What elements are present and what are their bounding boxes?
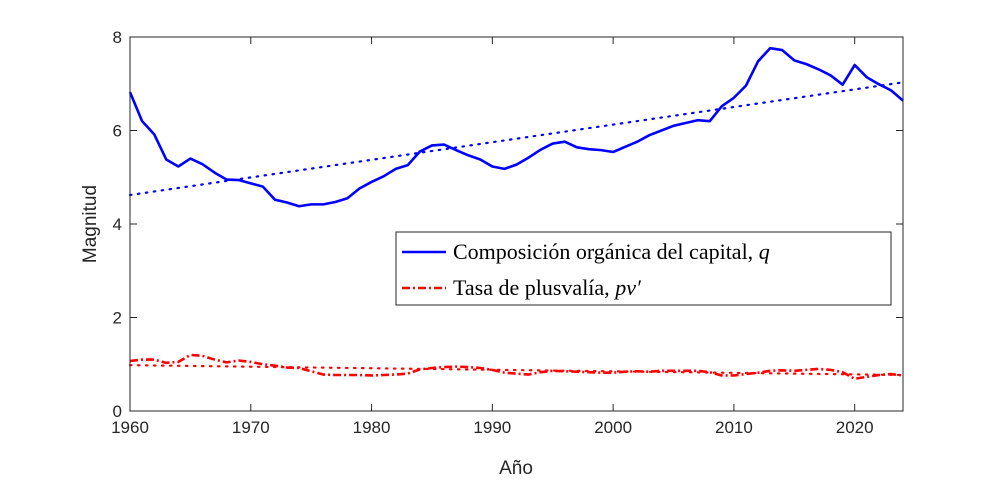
tick-layer: 1960 1970 1980 1990 2000 2010 2020 0 2 4 6 8 <box>111 28 903 437</box>
trendline-composicion <box>128 81 905 197</box>
legend-entry-plusvalia: Tasa de plusvalía, pv′ <box>453 275 642 300</box>
y-tick-label: 4 <box>113 215 122 234</box>
x-tick-label: 1990 <box>473 418 511 437</box>
legend-entry-composicion: Composición orgánica del capital, q <box>453 239 770 264</box>
x-tick-label: 2000 <box>594 418 632 437</box>
x-tick-label: 1970 <box>232 418 270 437</box>
x-tick-label: 1960 <box>111 418 149 437</box>
series-line-composicion <box>128 46 904 208</box>
y-tick-label: 6 <box>113 122 122 141</box>
x-tick-label: 2010 <box>715 418 753 437</box>
trend-layer <box>128 81 905 377</box>
trendline-plusvalia <box>128 364 905 377</box>
legend: Composición orgánica del capital, q Tasa… <box>395 231 892 306</box>
y-tick-label: 8 <box>113 28 122 47</box>
y-tick-label: 2 <box>113 309 122 328</box>
series-line-plusvalia <box>129 353 904 381</box>
y-tick-label: 0 <box>113 402 122 421</box>
y-axis-label: Magnitud <box>80 185 101 263</box>
x-tick-label: 2020 <box>836 418 874 437</box>
plot-area <box>130 37 903 411</box>
x-tick-label: 1980 <box>353 418 391 437</box>
legend-box <box>395 231 892 306</box>
series-layer <box>128 46 904 381</box>
x-axis-label: Año <box>499 458 533 479</box>
